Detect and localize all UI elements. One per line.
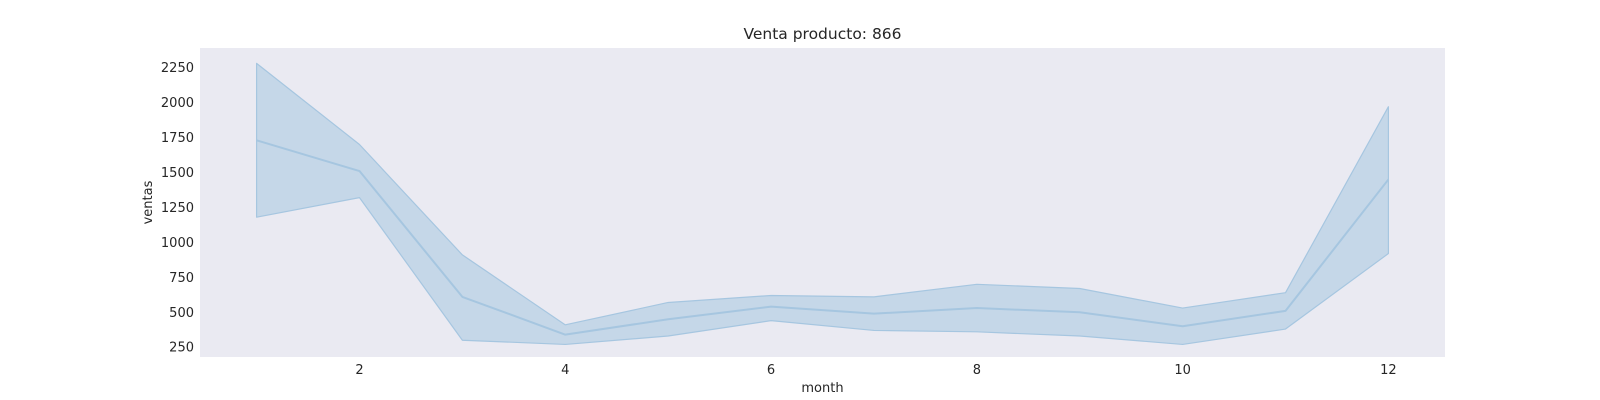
- y-tick-label: 1000: [161, 236, 194, 251]
- x-axis-label: month: [801, 381, 843, 396]
- x-tick-label: 8: [973, 363, 981, 378]
- y-tick-label: 500: [169, 306, 194, 321]
- x-tick-label: 2: [355, 363, 363, 378]
- data-point: [1387, 178, 1389, 180]
- y-tick-label: 1500: [161, 166, 194, 181]
- data-point: [1079, 311, 1081, 313]
- y-tick-label: 1250: [161, 201, 194, 216]
- confidence-band-layer: [255, 62, 1390, 346]
- y-tick-label: 2250: [161, 61, 194, 76]
- data-point: [873, 313, 875, 315]
- data-point: [256, 139, 258, 141]
- x-tick-label: 12: [1380, 363, 1397, 378]
- y-axis: 250 500 750 1000 1250 1500 1750 2000 2250: [161, 61, 194, 356]
- y-axis-label: ventas: [141, 180, 156, 224]
- x-axis: 2 4 6 8 10 12: [355, 363, 1396, 378]
- y-tick-label: 750: [169, 271, 194, 286]
- y-tick-label: 2000: [161, 96, 194, 111]
- data-point: [976, 307, 978, 309]
- confidence-band: [255, 62, 1390, 346]
- data-point: [358, 170, 360, 172]
- y-tick-label: 1750: [161, 131, 194, 146]
- x-tick-label: 6: [767, 363, 775, 378]
- x-tick-label: 10: [1174, 363, 1191, 378]
- data-point: [667, 318, 669, 320]
- series-line-layer: [256, 139, 1390, 336]
- y-tick-label: 250: [169, 341, 194, 356]
- series-line: [256, 139, 1390, 336]
- data-point: [770, 306, 772, 308]
- data-point: [564, 334, 566, 336]
- data-point: [1285, 310, 1287, 312]
- data-point: [1182, 325, 1184, 327]
- data-point: [461, 296, 463, 298]
- chart-title: Venta producto: 866: [743, 25, 901, 43]
- x-tick-label: 4: [561, 363, 569, 378]
